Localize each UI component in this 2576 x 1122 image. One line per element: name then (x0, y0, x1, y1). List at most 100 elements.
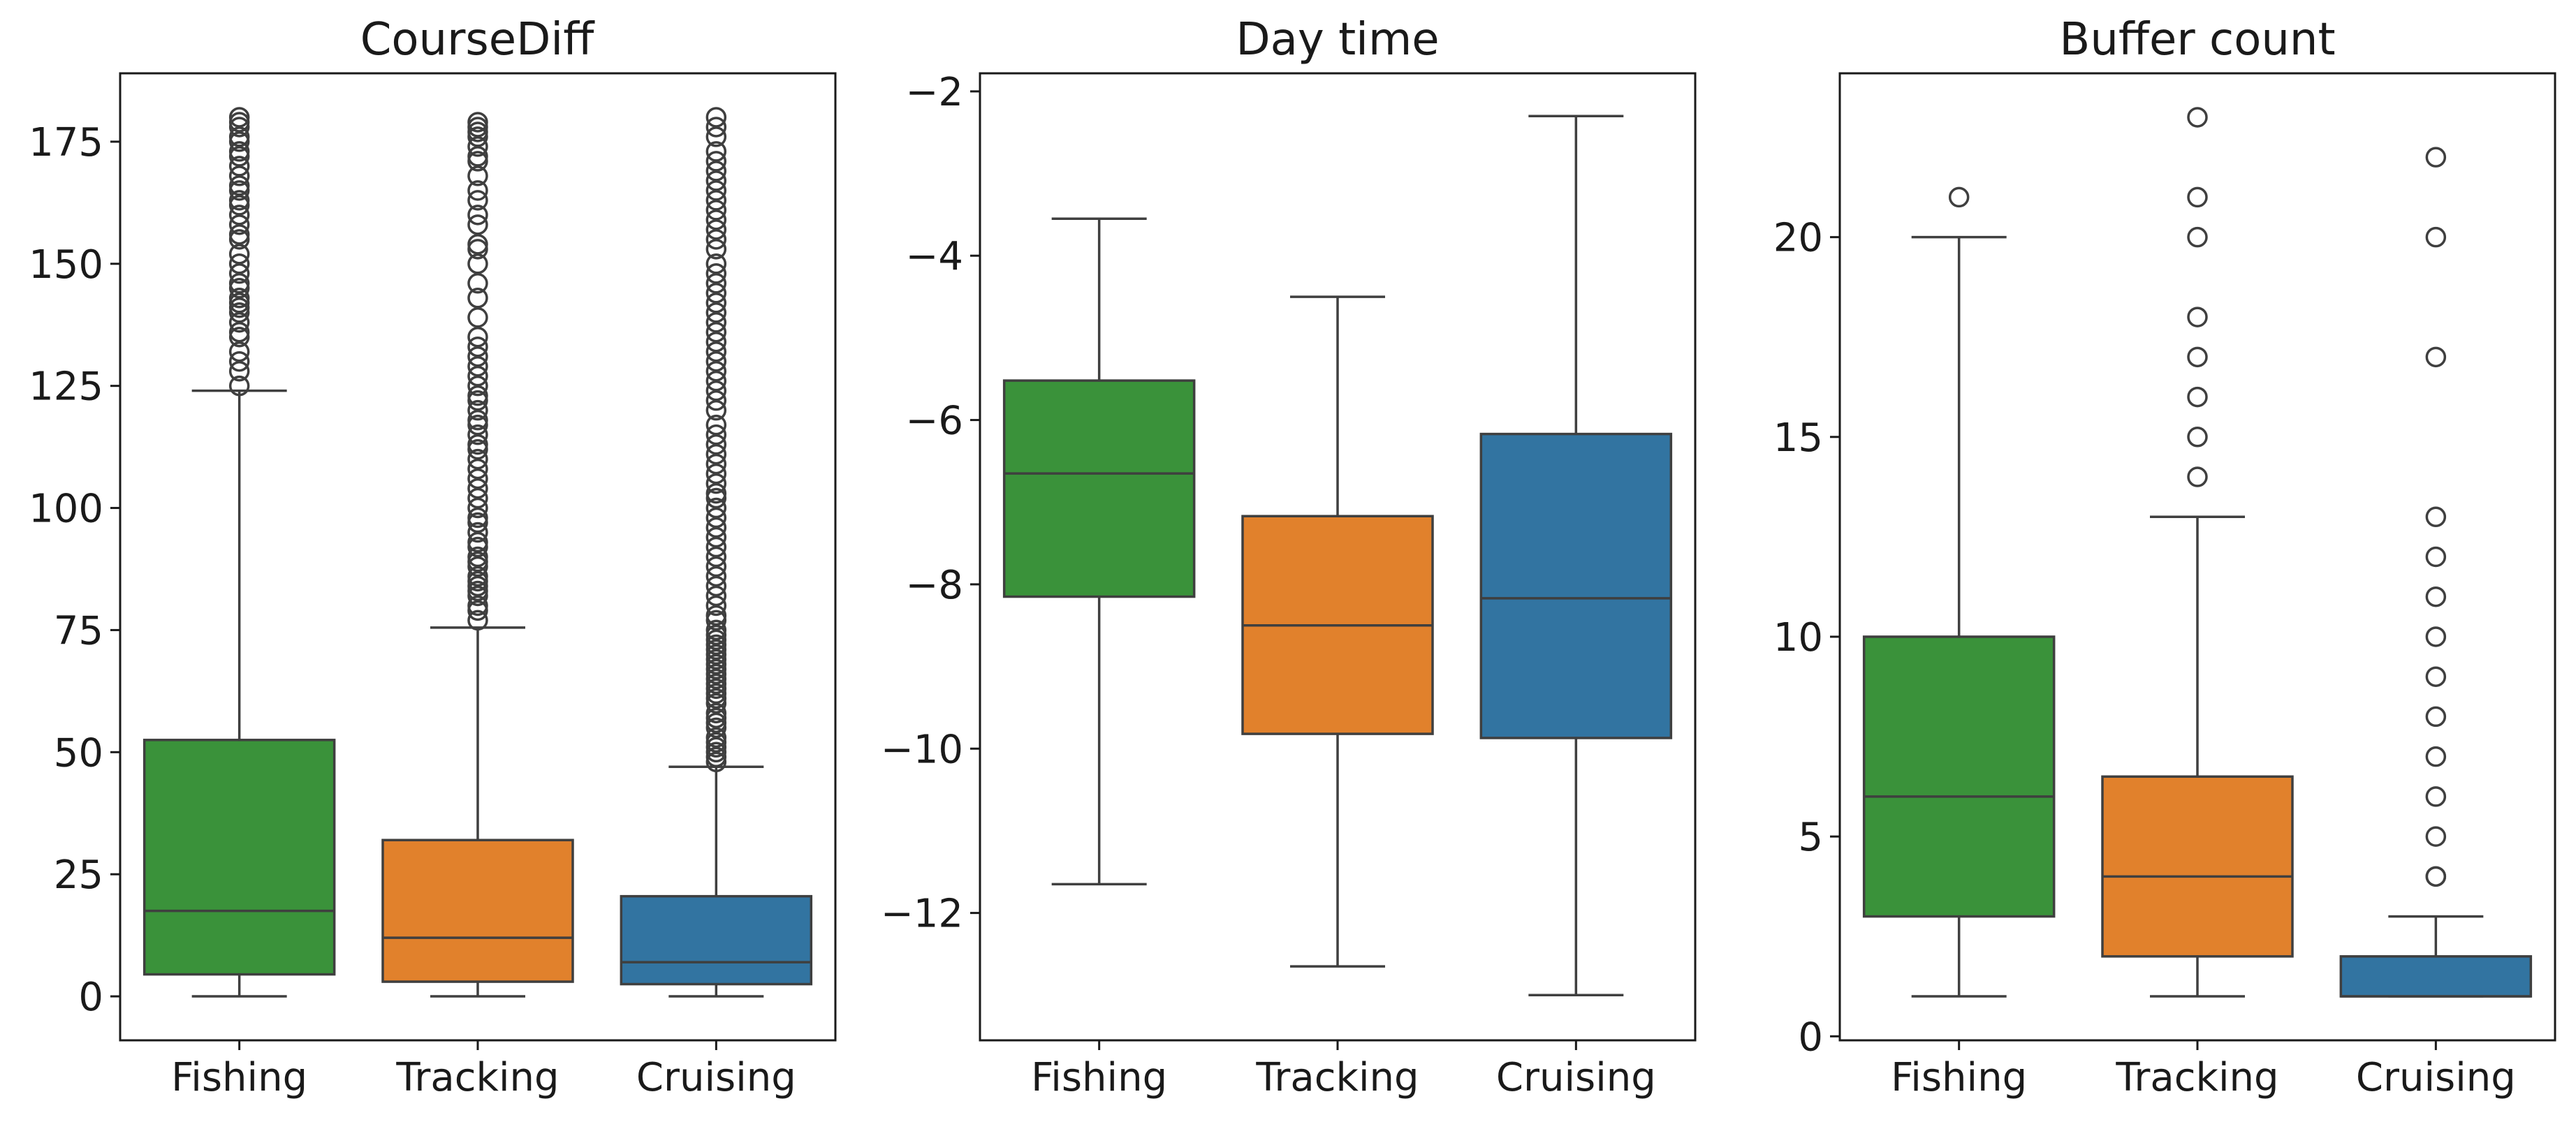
y-tick-label: 10 (1773, 615, 1823, 660)
outlier-point (228, 341, 250, 362)
outlier-point (467, 585, 488, 607)
box-cruising (620, 107, 813, 998)
outlier-point (467, 438, 488, 460)
y-tick-label: 20 (1773, 216, 1823, 261)
outlier-point (705, 350, 727, 372)
outlier-point (705, 595, 727, 617)
panel-title: Day time (1236, 14, 1439, 66)
outlier-point (467, 180, 488, 201)
outlier-point (228, 263, 250, 284)
outlier-point (705, 263, 727, 284)
outlier-point (228, 107, 250, 128)
outlier-point (467, 580, 488, 602)
outlier-point (705, 463, 727, 485)
y-tick-label: 150 (29, 242, 103, 288)
outlier-point (2187, 307, 2208, 327)
interquartile-box (2339, 955, 2533, 998)
outlier-point (705, 482, 727, 504)
outlier-point (467, 536, 488, 558)
outlier-point (2425, 546, 2447, 568)
outlier-point (705, 390, 727, 411)
outlier-point (705, 654, 727, 675)
outlier-point (705, 487, 727, 509)
outlier-point (467, 151, 488, 172)
outlier-point (2425, 706, 2447, 728)
plot-frame (119, 72, 837, 1042)
y-tick-label: 175 (29, 120, 103, 165)
box-cruising (1479, 115, 1673, 997)
outlier-point (467, 610, 488, 631)
outlier-point (705, 605, 727, 626)
outlier-point (705, 585, 727, 607)
outlier-point (467, 112, 488, 133)
outlier-point (2425, 866, 2447, 887)
outlier-point (467, 355, 488, 377)
outlier-point (705, 360, 727, 382)
outlier-point (467, 121, 488, 142)
outlier-point (228, 214, 250, 235)
outlier-point (705, 229, 727, 250)
outlier-point (705, 219, 727, 240)
outlier-point (228, 195, 250, 216)
outlier-point (2425, 346, 2447, 368)
outlier-point (2425, 586, 2447, 607)
outlier-point (2425, 666, 2447, 687)
outlier-point (705, 751, 727, 773)
outlier-point (705, 283, 727, 304)
outlier-point (705, 414, 727, 436)
outlier-point (467, 399, 488, 421)
outlier-point (705, 517, 727, 538)
outlier-point (705, 688, 727, 709)
interquartile-box (142, 739, 336, 976)
outlier-point (705, 321, 727, 343)
outlier-point (467, 288, 488, 309)
interquartile-box (1479, 432, 1673, 739)
outlier-point (467, 468, 488, 489)
y-tick-label: −2 (905, 70, 963, 115)
outlier-point (705, 610, 727, 631)
outlier-point (2425, 506, 2447, 528)
outlier-point (705, 399, 727, 421)
outlier-point (705, 180, 727, 201)
outlier-point (467, 146, 488, 167)
outlier-point (705, 634, 727, 656)
outlier-point (228, 278, 250, 299)
outlier-point (705, 566, 727, 587)
outlier-point (228, 321, 250, 343)
outlier-point (467, 234, 488, 255)
outlier-point (467, 497, 488, 519)
outlier-point (705, 717, 727, 739)
x-tick-label: Cruising (1496, 1055, 1656, 1100)
x-tick-label: Cruising (2356, 1055, 2516, 1100)
outlier-point (2425, 226, 2447, 248)
outlier-point (467, 551, 488, 573)
y-tick-label: 25 (54, 852, 103, 898)
outlier-point (705, 693, 727, 714)
outlier-point (467, 117, 488, 138)
outlier-point (467, 385, 488, 406)
outlier-point (467, 390, 488, 411)
outlier-point (467, 507, 488, 529)
outlier-point (705, 629, 727, 651)
outlier-point (228, 311, 250, 333)
outlier-point (467, 600, 488, 621)
interquartile-box (381, 839, 574, 983)
outlier-point (705, 473, 727, 494)
y-tick-label: −12 (881, 892, 963, 937)
outlier-point (705, 107, 727, 128)
outlier-point (467, 414, 488, 436)
outlier-point (467, 190, 488, 211)
outlier-point (467, 205, 488, 226)
outlier-point (467, 365, 488, 387)
outlier-point (705, 126, 727, 147)
outlier-point (705, 141, 727, 162)
outlier-point (705, 507, 727, 529)
outlier-point (228, 165, 250, 186)
outlier-point (705, 311, 727, 333)
outlier-point (228, 141, 250, 162)
x-tick-label: Fishing (1891, 1055, 2027, 1100)
outlier-point (705, 727, 727, 748)
outlier-point (228, 112, 250, 133)
box-fishing (1002, 217, 1196, 886)
